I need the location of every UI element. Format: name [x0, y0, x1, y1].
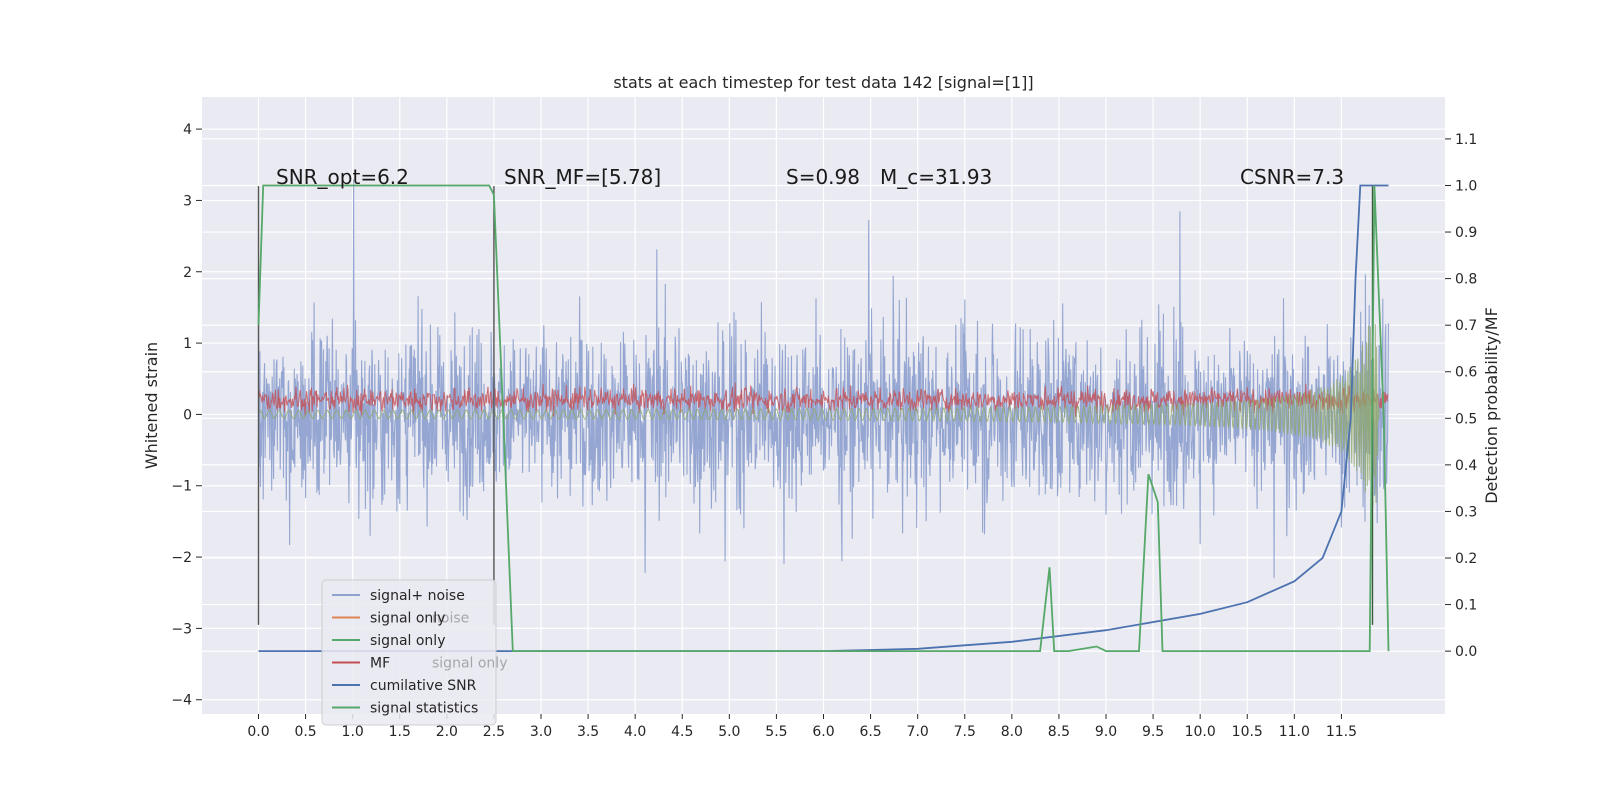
- legend-label: MF: [370, 656, 390, 672]
- x-tick-label: 10.0: [1185, 724, 1216, 740]
- x-tick-label: 0.0: [247, 724, 269, 740]
- legend-box: [321, 579, 497, 726]
- x-tick-label: 4.5: [671, 724, 693, 740]
- x-tick-label: 2.0: [436, 724, 458, 740]
- x-tick-label: 7.0: [907, 724, 929, 740]
- series-mf: [258, 382, 1389, 418]
- y-tick-label-right: 1.1: [1455, 132, 1477, 148]
- annotation-csnr: CSNR=7.3: [1240, 165, 1344, 189]
- legend-ghost-label: noise: [432, 611, 469, 627]
- x-tick-label: 10.5: [1232, 724, 1263, 740]
- annotation-snr-opt: SNR_opt=6.2: [276, 165, 409, 189]
- y-tick-label-right: 0.6: [1455, 365, 1477, 381]
- chart-title: stats at each timestep for test data 142…: [613, 73, 1033, 92]
- y-tick-label-right: 0.9: [1455, 225, 1477, 241]
- x-tick-label: 3.5: [577, 724, 599, 740]
- y-tick-label-left: −1: [171, 479, 192, 495]
- y-tick-label-left: 0: [183, 407, 192, 423]
- x-tick-label: 5.0: [718, 724, 740, 740]
- series-signal-statistics: [257, 184, 1390, 652]
- y-tick-label-right: 1.0: [1455, 178, 1477, 194]
- x-tick-label: 0.5: [294, 724, 316, 740]
- x-tick-label: 8.5: [1048, 724, 1070, 740]
- y-tick-label-left: 4: [183, 122, 192, 138]
- y-tick-label-right: 0.4: [1455, 458, 1477, 474]
- x-tick-label: 6.0: [812, 724, 834, 740]
- legend-label: signal only: [370, 633, 445, 649]
- legend-label: signal only: [370, 611, 445, 627]
- y-axis-label-left: Whitened strain: [142, 342, 161, 469]
- ticks: 0.0 0.5 1.0 1.5 2.0 2.5 3.0 3.5 4.0 4.5 5.0 5.5 6.0 6…: [171, 122, 1477, 740]
- x-tick-label: 1.0: [342, 724, 364, 740]
- y-tick-label-left: 1: [183, 336, 192, 352]
- series-cumulative-snr: [258, 184, 1389, 652]
- x-tick-label: 8.0: [1001, 724, 1023, 740]
- series-group: [257, 179, 1390, 652]
- x-tick-label: 11.0: [1279, 724, 1310, 740]
- annotation-s: S=0.98: [786, 165, 860, 189]
- y-tick-label-right: 0.3: [1455, 504, 1477, 520]
- y-tick-label-left: −2: [171, 550, 192, 566]
- y-tick-label-right: 0.0: [1455, 644, 1477, 660]
- y-tick-label-right: 0.8: [1455, 272, 1477, 288]
- x-tick-label: 7.5: [954, 724, 976, 740]
- legend-label: signal+ noise: [370, 588, 465, 604]
- x-tick-label: 5.5: [765, 724, 787, 740]
- y-tick-label-left: 2: [183, 265, 192, 281]
- x-tick-label: 3.0: [530, 724, 552, 740]
- x-tick-label: 1.5: [389, 724, 411, 740]
- legend-ghost-label: signal only: [432, 656, 507, 672]
- y-tick-label-left: 3: [183, 193, 192, 209]
- y-tick-label-right: 0.1: [1455, 598, 1477, 614]
- series-signal-only: [258, 324, 1380, 507]
- x-tick-label: 9.0: [1095, 724, 1117, 740]
- y-tick-label-left: −3: [171, 621, 192, 637]
- legend-label: signal statistics: [370, 701, 478, 717]
- x-tick-label: 6.5: [859, 724, 881, 740]
- legend-label: cumilative SNR: [370, 678, 477, 694]
- y-tick-label-right: 0.2: [1455, 551, 1477, 567]
- y-tick-label-right: 0.5: [1455, 411, 1477, 427]
- annotation-mc: M_c=31.93: [880, 165, 992, 189]
- y-tick-label-right: 0.7: [1455, 318, 1477, 334]
- x-tick-label: 4.0: [624, 724, 646, 740]
- y-axis-label-right: Detection probability/MF: [1482, 307, 1501, 504]
- y-tick-label-left: −4: [171, 693, 192, 709]
- x-tick-label: 9.5: [1142, 724, 1164, 740]
- x-tick-label: 2.5: [483, 724, 505, 740]
- annotation-snr-mf: SNR_MF=[5.78]: [504, 165, 661, 189]
- x-tick-label: 11.5: [1326, 724, 1357, 740]
